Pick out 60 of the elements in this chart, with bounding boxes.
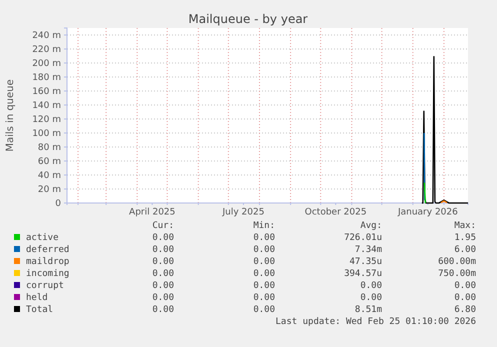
text: 0.00 [152,233,174,243]
y-axis-title: Mails in queue [5,79,16,152]
y-tick-label: 120 m [32,114,61,125]
text: 0.00 [360,281,382,291]
text: 0.00 [152,269,174,279]
text: 0.00 [253,233,275,243]
text: 750.00m [438,269,476,279]
text: Min: [253,221,275,231]
y-tick-label: 0 [55,198,62,209]
text: 0.00 [360,293,382,303]
line-series [421,56,469,204]
x-tick-label: April 2025 [129,207,176,218]
text: 0.00 [152,257,174,267]
legend-label: Total [26,305,54,315]
text: Avg: [360,221,382,231]
text: 0.00 [253,293,275,303]
text: 0.00 [152,293,174,303]
legend-label: incoming [26,269,70,279]
text: 0.00 [454,281,476,291]
y-tick-label: 160 m [32,86,61,97]
y-tick-label: 240 m [32,30,61,41]
chart-title: Mailqueue - by year [188,12,308,26]
text: 0.00 [253,269,275,279]
text: Cur: [152,221,174,231]
text: 0.00 [253,257,275,267]
y-tick-label: 220 m [32,44,61,55]
text: 600.00m [438,257,476,267]
text: 0.00 [152,281,174,291]
text: 47.35u [349,257,382,267]
y-tick-label: 40 m [38,170,61,181]
text: 0.00 [253,305,275,315]
x-tick-label: October 2025 [304,207,367,218]
x-tick-label: July 2025 [221,207,264,218]
text: 0.00 [152,305,174,315]
legend-label: maildrop [26,257,70,267]
text: 8.51m [354,305,382,315]
text: 0.00 [454,293,476,303]
y-tick-label: 100 m [32,128,61,139]
legend-label: deferred [26,245,70,255]
text: 1.95 [454,233,476,243]
legend-label: active [26,233,59,243]
y-tick-label: 140 m [32,100,61,111]
y-tick-label: 200 m [32,58,61,69]
text: 394.57u [344,269,382,279]
text: Last update: Wed Feb 25 01:10:00 2026 [276,317,476,327]
legend-label: held [26,293,48,303]
legend-label: corrupt [26,281,64,291]
text: 0.00 [152,245,174,255]
text: 6.00 [454,245,476,255]
text: 6.80 [454,305,476,315]
y-tick-label: 60 m [38,156,61,167]
text: Max: [454,221,476,231]
text: 726.01u [344,233,382,243]
y-tick-label: 180 m [32,72,61,83]
text: 0.00 [253,281,275,291]
y-tick-label: 20 m [38,184,61,195]
text: 0.00 [253,245,275,255]
text: 7.34m [354,245,382,255]
y-tick-label: 80 m [38,142,61,153]
x-tick-label: January 2026 [396,207,458,218]
